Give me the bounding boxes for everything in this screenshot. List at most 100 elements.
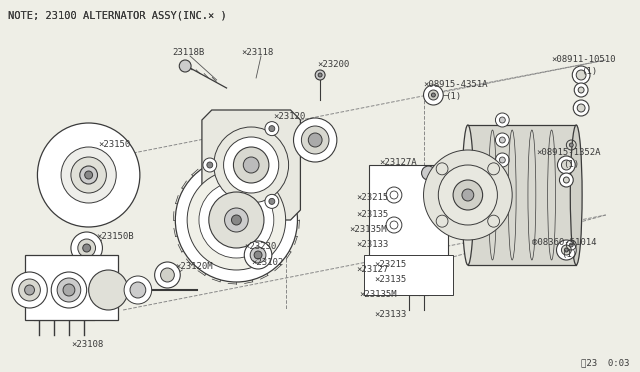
Text: ®08360-51014: ®08360-51014 xyxy=(532,238,596,247)
Circle shape xyxy=(250,247,266,263)
Text: ×23135M: ×23135M xyxy=(349,225,387,234)
Circle shape xyxy=(203,158,217,172)
Circle shape xyxy=(318,73,322,77)
Circle shape xyxy=(265,195,279,208)
Circle shape xyxy=(572,66,590,84)
Circle shape xyxy=(78,239,95,257)
Text: ×23200: ×23200 xyxy=(317,60,349,69)
Circle shape xyxy=(570,243,573,247)
Text: ×23150: ×23150 xyxy=(99,140,131,149)
Circle shape xyxy=(187,170,285,270)
Text: ×23120M: ×23120M xyxy=(175,262,213,271)
Circle shape xyxy=(499,157,506,163)
Text: ×23230: ×23230 xyxy=(244,242,276,251)
Circle shape xyxy=(83,244,91,252)
Text: (1): (1) xyxy=(561,250,577,259)
Text: NOTE; 23100 ALTERNATOR ASSY(INC.× ): NOTE; 23100 ALTERNATOR ASSY(INC.× ) xyxy=(8,10,227,20)
Circle shape xyxy=(244,241,272,269)
Circle shape xyxy=(570,143,573,147)
Bar xyxy=(468,125,576,265)
Circle shape xyxy=(234,147,269,183)
Circle shape xyxy=(161,268,174,282)
Text: 23118B: 23118B xyxy=(172,48,205,57)
Circle shape xyxy=(37,123,140,227)
Circle shape xyxy=(61,147,116,203)
Text: ×23215: ×23215 xyxy=(356,193,389,202)
Bar xyxy=(24,255,118,320)
Circle shape xyxy=(265,122,279,136)
Circle shape xyxy=(422,166,435,180)
Ellipse shape xyxy=(570,125,582,265)
Circle shape xyxy=(51,272,86,308)
Bar xyxy=(369,165,448,275)
Circle shape xyxy=(243,157,259,173)
Text: ×23127A: ×23127A xyxy=(380,158,417,167)
Circle shape xyxy=(232,215,241,225)
Circle shape xyxy=(561,160,572,170)
Bar xyxy=(364,255,453,295)
Text: NOTE; 23100 ALTERNATOR ASSY(INC.× ): NOTE; 23100 ALTERNATOR ASSY(INC.× ) xyxy=(8,10,227,20)
Circle shape xyxy=(577,104,585,112)
Circle shape xyxy=(574,83,588,97)
Circle shape xyxy=(453,180,483,210)
Text: ×23108: ×23108 xyxy=(71,340,103,349)
Circle shape xyxy=(499,117,506,123)
Circle shape xyxy=(428,90,438,100)
Circle shape xyxy=(214,127,289,203)
Circle shape xyxy=(80,166,97,184)
Circle shape xyxy=(207,162,212,168)
Circle shape xyxy=(431,93,435,97)
Circle shape xyxy=(71,232,102,264)
Circle shape xyxy=(130,282,146,298)
Text: ×23120: ×23120 xyxy=(274,112,306,121)
Circle shape xyxy=(294,118,337,162)
Circle shape xyxy=(495,133,509,147)
Polygon shape xyxy=(202,110,300,220)
Circle shape xyxy=(124,276,152,304)
Circle shape xyxy=(315,70,325,80)
Circle shape xyxy=(89,270,128,310)
Circle shape xyxy=(559,173,573,187)
Circle shape xyxy=(561,245,572,255)
Text: ×23150B: ×23150B xyxy=(97,232,134,241)
Circle shape xyxy=(499,137,506,143)
Text: ×23118: ×23118 xyxy=(241,48,273,57)
Circle shape xyxy=(557,156,575,174)
Text: ×23133: ×23133 xyxy=(356,240,389,249)
Circle shape xyxy=(179,60,191,72)
Circle shape xyxy=(557,240,576,260)
Circle shape xyxy=(269,198,275,204)
Circle shape xyxy=(564,248,568,252)
Text: ×23215: ×23215 xyxy=(374,260,406,269)
Circle shape xyxy=(12,272,47,308)
Text: ×08915-4351A: ×08915-4351A xyxy=(424,80,488,89)
Text: ×23133: ×23133 xyxy=(374,310,406,319)
Circle shape xyxy=(573,100,589,116)
Circle shape xyxy=(578,87,584,93)
Circle shape xyxy=(63,284,75,296)
Text: (1): (1) xyxy=(581,67,597,76)
Circle shape xyxy=(57,278,81,302)
Circle shape xyxy=(254,251,262,259)
Circle shape xyxy=(19,279,40,301)
Circle shape xyxy=(301,126,329,154)
Text: ×23102: ×23102 xyxy=(251,258,284,267)
Text: ˃23  0:03: ˃23 0:03 xyxy=(581,358,630,367)
Text: ×23135M: ×23135M xyxy=(360,290,397,299)
Text: ×08911-10510: ×08911-10510 xyxy=(552,55,616,64)
Circle shape xyxy=(269,126,275,132)
Text: ×08915-1352A: ×08915-1352A xyxy=(537,148,602,157)
Text: ×23135: ×23135 xyxy=(374,275,406,284)
Circle shape xyxy=(155,262,180,288)
Circle shape xyxy=(576,70,586,80)
Circle shape xyxy=(438,165,497,225)
Circle shape xyxy=(462,189,474,201)
Circle shape xyxy=(563,177,570,183)
Circle shape xyxy=(175,158,298,282)
Circle shape xyxy=(225,208,248,232)
Text: (1): (1) xyxy=(563,160,580,169)
Text: ×23135: ×23135 xyxy=(356,210,389,219)
Circle shape xyxy=(424,150,512,240)
Text: (1): (1) xyxy=(445,92,461,101)
Ellipse shape xyxy=(462,125,474,265)
